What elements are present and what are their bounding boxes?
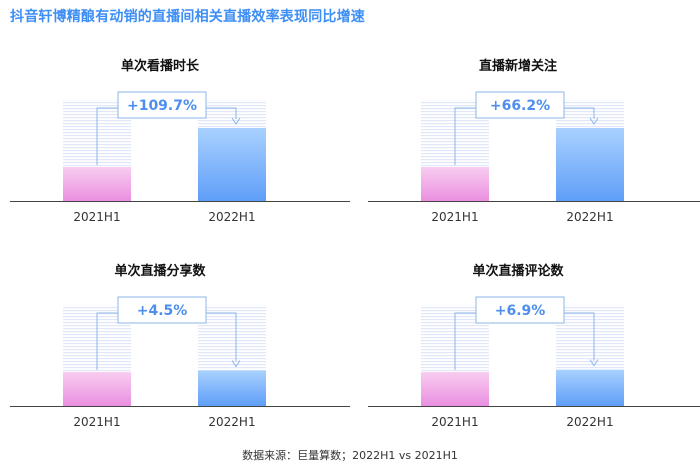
category-label: 2021H1 bbox=[431, 210, 478, 224]
growth-label: +6.9% bbox=[495, 303, 546, 319]
chart-panel-shares: 单次直播分享数 +4.5% 2021H1 2022H1 bbox=[10, 253, 350, 453]
hatch-area-2022 bbox=[556, 100, 624, 128]
arrow-down-icon bbox=[231, 117, 241, 125]
growth-label-box bbox=[475, 91, 565, 119]
growth-label: +66.2% bbox=[490, 98, 550, 114]
chart-panel-new-follows: 直播新增关注 +66.2% 2021H1 2022H1 bbox=[368, 48, 700, 248]
bar-2022h1 bbox=[556, 128, 624, 201]
hatch-area-2022 bbox=[556, 305, 624, 370]
chart-svg: 直播新增关注 +66.2% 2021H1 2022H1 bbox=[368, 58, 700, 224]
bar-2022h1 bbox=[198, 128, 266, 201]
growth-label-box bbox=[475, 296, 565, 324]
chart-svg: 单次直播分享数 +4.5% 2021H1 2022H1 bbox=[10, 263, 350, 429]
growth-label-box bbox=[117, 296, 207, 324]
category-label: 2021H1 bbox=[431, 415, 478, 429]
page-title: 抖音轩博精酿有动销的直播间相关直播效率表现同比增速 bbox=[10, 9, 365, 25]
bar-2021h1 bbox=[421, 372, 489, 406]
chart-title: 单次直播评论数 bbox=[472, 263, 564, 279]
chart-title: 单次看播时长 bbox=[121, 58, 200, 74]
category-label: 2022H1 bbox=[566, 210, 613, 224]
bar-2021h1 bbox=[421, 167, 489, 201]
arrow-down-icon bbox=[589, 117, 599, 125]
chart-panel-viewing-duration: 单次看播时长 +109.7% 2021H1 2022H1 bbox=[10, 48, 350, 248]
chart-svg: 单次直播评论数 +6.9% 2021H1 2022H1 bbox=[368, 263, 700, 429]
arrow-down-icon bbox=[589, 359, 599, 367]
hatch-area-2022 bbox=[198, 100, 266, 128]
bar-2022h1 bbox=[198, 370, 266, 406]
category-label: 2021H1 bbox=[73, 415, 120, 429]
data-source-note: 数据来源：巨量算数；2022H1 vs 2021H1 bbox=[242, 449, 458, 462]
category-label: 2022H1 bbox=[208, 210, 255, 224]
bar-2022h1 bbox=[556, 369, 624, 406]
category-label: 2022H1 bbox=[566, 415, 613, 429]
bar-2021h1 bbox=[63, 167, 131, 201]
chart-title: 直播新增关注 bbox=[479, 58, 557, 74]
growth-label-box bbox=[117, 91, 207, 119]
hatch-area-2022 bbox=[198, 305, 266, 371]
arrow-down-icon bbox=[231, 360, 241, 368]
bar-2021h1 bbox=[63, 372, 131, 406]
growth-label: +4.5% bbox=[137, 303, 188, 319]
growth-label: +109.7% bbox=[127, 98, 197, 114]
chart-svg: 单次看播时长 +109.7% 2021H1 2022H1 bbox=[10, 58, 350, 224]
chart-panel-comments: 单次直播评论数 +6.9% 2021H1 2022H1 bbox=[368, 253, 700, 453]
chart-title: 单次直播分享数 bbox=[114, 263, 206, 279]
category-label: 2022H1 bbox=[208, 415, 255, 429]
category-label: 2021H1 bbox=[73, 210, 120, 224]
